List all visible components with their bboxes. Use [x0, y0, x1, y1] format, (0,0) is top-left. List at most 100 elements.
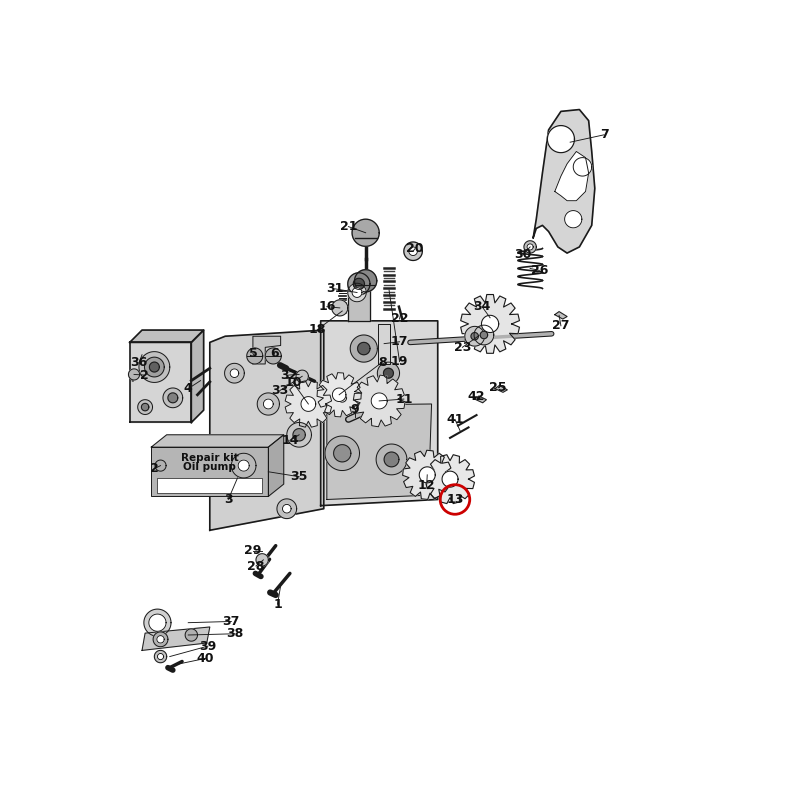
Polygon shape: [225, 363, 244, 383]
Polygon shape: [495, 386, 507, 392]
Polygon shape: [256, 554, 268, 566]
Polygon shape: [332, 300, 348, 316]
Text: 41: 41: [446, 413, 464, 426]
Polygon shape: [142, 627, 210, 650]
Polygon shape: [185, 629, 198, 641]
Polygon shape: [371, 393, 387, 409]
Polygon shape: [461, 294, 519, 354]
Polygon shape: [150, 362, 159, 372]
Polygon shape: [352, 219, 379, 246]
Text: 4: 4: [184, 382, 193, 395]
Text: 39: 39: [199, 639, 217, 653]
Text: 12: 12: [418, 479, 435, 493]
Text: 29: 29: [244, 544, 262, 557]
Polygon shape: [471, 333, 478, 340]
Text: 19: 19: [391, 355, 408, 368]
Polygon shape: [191, 330, 204, 422]
Text: 35: 35: [290, 470, 308, 483]
Bar: [151, 447, 268, 496]
Polygon shape: [154, 650, 166, 662]
Polygon shape: [465, 326, 485, 346]
Polygon shape: [287, 422, 311, 447]
Text: 21: 21: [340, 220, 357, 233]
Text: 22: 22: [390, 313, 408, 326]
Text: 38: 38: [226, 627, 243, 640]
Text: 31: 31: [326, 282, 343, 295]
Polygon shape: [296, 370, 308, 382]
Text: 36: 36: [130, 356, 147, 370]
Text: 27: 27: [552, 319, 570, 332]
Text: 25: 25: [490, 381, 507, 394]
Polygon shape: [301, 397, 316, 411]
Text: 6: 6: [270, 347, 278, 360]
Polygon shape: [482, 315, 498, 333]
Polygon shape: [547, 126, 574, 153]
Polygon shape: [527, 244, 534, 250]
Text: 11: 11: [395, 393, 413, 406]
Polygon shape: [524, 241, 536, 253]
Polygon shape: [130, 330, 204, 342]
Polygon shape: [426, 454, 474, 503]
Text: 30: 30: [514, 249, 531, 262]
Text: 40: 40: [197, 652, 214, 665]
Polygon shape: [534, 110, 594, 253]
Polygon shape: [231, 454, 256, 478]
Polygon shape: [293, 429, 306, 441]
Polygon shape: [268, 435, 284, 496]
Polygon shape: [327, 404, 431, 499]
Polygon shape: [384, 452, 399, 467]
Polygon shape: [350, 335, 378, 362]
Polygon shape: [383, 368, 394, 378]
Text: 33: 33: [271, 384, 289, 397]
Polygon shape: [338, 394, 346, 402]
Polygon shape: [332, 388, 346, 402]
Polygon shape: [349, 284, 370, 321]
Polygon shape: [230, 369, 238, 378]
Polygon shape: [352, 287, 362, 298]
Polygon shape: [348, 283, 366, 302]
Polygon shape: [404, 242, 422, 261]
Polygon shape: [317, 373, 362, 417]
Polygon shape: [354, 278, 365, 290]
Bar: [158, 478, 262, 494]
Text: 37: 37: [222, 615, 240, 628]
Polygon shape: [238, 460, 250, 471]
Text: 28: 28: [247, 559, 265, 573]
Polygon shape: [158, 654, 163, 660]
Text: 18: 18: [309, 323, 326, 336]
Text: 2: 2: [139, 369, 148, 382]
Text: 16: 16: [318, 300, 335, 313]
Polygon shape: [153, 632, 168, 646]
Polygon shape: [419, 467, 435, 483]
Text: 32: 32: [280, 369, 298, 382]
Polygon shape: [168, 393, 178, 402]
Polygon shape: [145, 357, 164, 377]
Text: 1: 1: [273, 598, 282, 610]
Polygon shape: [474, 396, 486, 402]
Polygon shape: [277, 499, 297, 518]
Polygon shape: [354, 270, 377, 292]
Text: Oil pump: Oil pump: [183, 462, 236, 472]
Polygon shape: [480, 331, 488, 338]
Polygon shape: [378, 362, 399, 384]
Text: 9: 9: [350, 403, 359, 416]
Polygon shape: [163, 388, 182, 408]
Polygon shape: [334, 445, 351, 462]
Polygon shape: [258, 393, 279, 415]
Polygon shape: [409, 247, 418, 255]
Polygon shape: [149, 614, 166, 631]
Text: 8: 8: [378, 356, 386, 369]
Text: 5: 5: [249, 347, 258, 360]
Text: 3: 3: [224, 493, 233, 506]
Text: 10: 10: [284, 376, 302, 389]
Polygon shape: [263, 399, 274, 409]
Polygon shape: [333, 389, 351, 407]
Polygon shape: [129, 369, 139, 380]
Polygon shape: [354, 375, 405, 426]
Polygon shape: [565, 210, 582, 228]
Polygon shape: [402, 450, 452, 499]
Text: 2: 2: [150, 462, 158, 475]
Text: 13: 13: [446, 493, 464, 506]
Polygon shape: [138, 400, 153, 414]
Polygon shape: [321, 321, 438, 506]
